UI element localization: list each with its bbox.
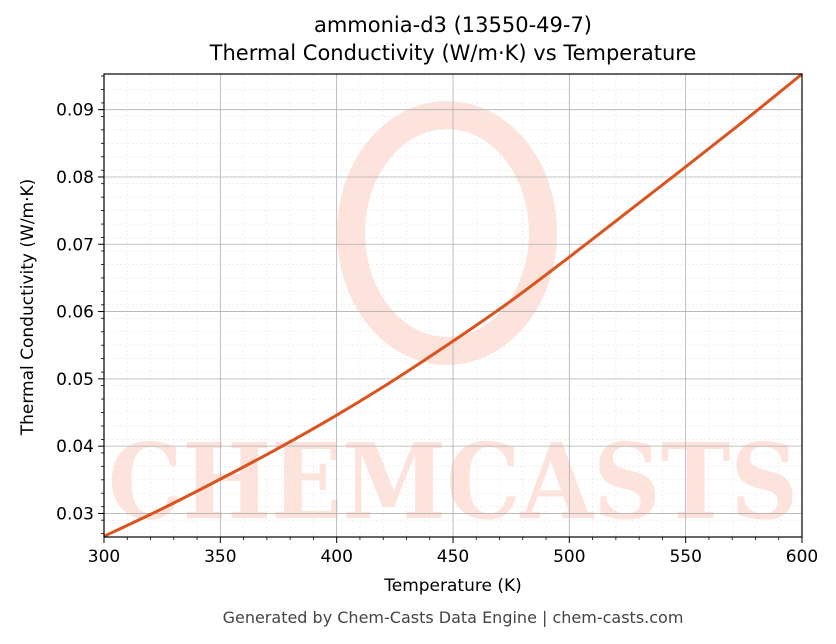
y-tick-label: 0.03 (56, 504, 94, 524)
x-tick-label: 350 (204, 547, 236, 567)
x-tick-label: 550 (669, 547, 701, 567)
chart-subtitle: Thermal Conductivity (W/m·K) vs Temperat… (209, 41, 697, 65)
x-tick-label: 500 (553, 547, 585, 567)
series-line (103, 72, 803, 538)
y-axis-label: Thermal Conductivity (W/m·K) (18, 178, 38, 436)
series-group (103, 72, 803, 538)
y-tick-label: 0.06 (56, 303, 94, 323)
y-tick-label: 0.05 (56, 370, 94, 390)
chart-title: ammonia-d3 (13550-49-7) (313, 13, 592, 37)
x-tick-label: 600 (786, 547, 818, 567)
axis-ticks (98, 75, 803, 543)
footer-credit: Generated by Chem-Casts Data Engine | ch… (222, 608, 684, 627)
x-tick-label: 450 (437, 547, 469, 567)
x-tick-label: 300 (88, 547, 120, 567)
tick-labels: 300 350 400 450 500 550 600 0.03 0.04 0.05 0.06 0.0… (56, 101, 818, 567)
y-tick-label: 0.07 (56, 235, 94, 255)
x-axis-label: Temperature (K) (384, 576, 522, 596)
y-tick-label: 0.04 (56, 437, 94, 457)
watermark-ring (337, 101, 557, 365)
x-tick-label: 400 (320, 547, 352, 567)
y-tick-label: 0.08 (56, 168, 94, 188)
y-tick-label: 0.09 (56, 101, 94, 121)
